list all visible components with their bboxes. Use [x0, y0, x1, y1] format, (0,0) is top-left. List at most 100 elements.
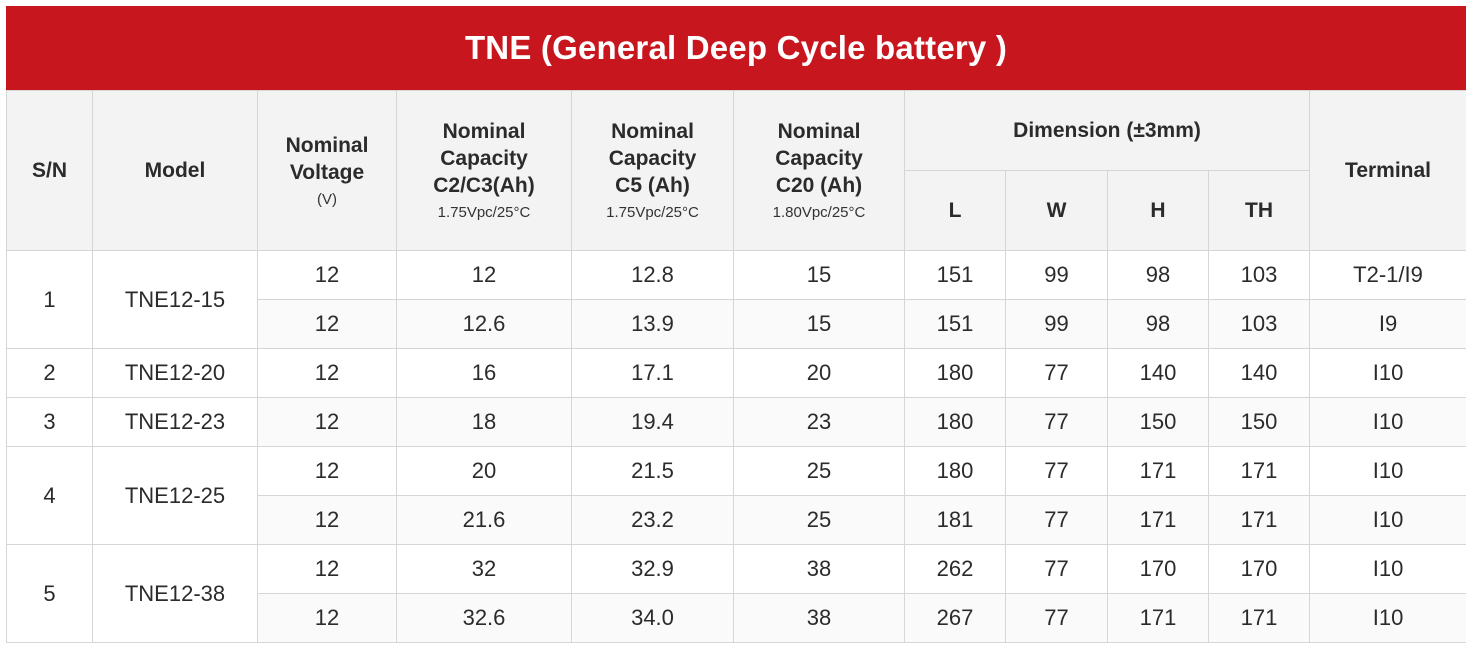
- terminal-cell: I10: [1309, 544, 1466, 594]
- capacity-c5-cell: 19.4: [571, 397, 734, 447]
- width-cell: 77: [1005, 495, 1108, 545]
- length-cell: 151: [904, 250, 1006, 300]
- header-voltage-line1: Nominal: [285, 133, 369, 157]
- battery-spec-table: S/N Model Nominal Voltage (V) Nominal Ca…: [6, 90, 1466, 643]
- header-voltage: Nominal Voltage (V): [257, 90, 397, 251]
- table-row: 12 32.6 34.0 38 267 77 171 171 I10: [7, 593, 1466, 643]
- total-height-cell: 103: [1207, 250, 1311, 300]
- height-cell: 140: [1107, 348, 1209, 398]
- voltage-cell: 12: [257, 495, 397, 545]
- terminal-cell: I10: [1309, 495, 1466, 545]
- width-cell: 77: [1005, 348, 1108, 398]
- capacity-c5-cell: 23.2: [571, 495, 734, 545]
- width-cell: 99: [1005, 250, 1108, 300]
- total-height-cell: 170: [1207, 544, 1311, 594]
- header-total-height: TH: [1207, 170, 1311, 251]
- voltage-cell: 12: [257, 446, 397, 496]
- header-dimension: Dimension (±3mm): [903, 90, 1311, 171]
- capacity-c2c3-cell: 32.6: [396, 593, 572, 643]
- capacity-c20-cell: 15: [733, 299, 905, 349]
- length-cell: 181: [904, 495, 1006, 545]
- voltage-cell: 12: [257, 250, 397, 300]
- capacity-c5-cell: 34.0: [571, 593, 734, 643]
- header-voltage-line2: Voltage: [289, 160, 365, 184]
- header-height: H: [1107, 170, 1209, 251]
- capacity-c5-cell: 32.9: [571, 544, 734, 594]
- capacity-c2c3-cell: 16: [396, 348, 572, 398]
- model-cell: TNE12-20: [92, 348, 258, 398]
- model-cell: TNE12-25: [92, 446, 258, 545]
- capacity-c2c3-cell: 12: [396, 250, 572, 300]
- table-row: 12 12.6 13.9 15 151 99 98 103 I9: [7, 299, 1466, 349]
- height-cell: 150: [1107, 397, 1209, 447]
- header-c2c3-line3: C2/C3(Ah): [433, 174, 535, 197]
- terminal-cell: I10: [1309, 348, 1466, 398]
- table-row: 2 TNE12-20 12 16 17.1 20 180 77 140 140 I10: [6, 348, 1466, 398]
- width-cell: 77: [1005, 544, 1108, 594]
- header-c5-condition: 1.75Vpc/25°C: [606, 204, 699, 221]
- header-c2c3-line2: Capacity: [440, 147, 528, 170]
- capacity-c20-cell: 20: [733, 348, 905, 398]
- capacity-c20-cell: 25: [733, 446, 905, 496]
- terminal-cell: T2-1/I9: [1309, 250, 1466, 300]
- width-cell: 77: [1005, 397, 1108, 447]
- header-c20-line3: C20 (Ah): [775, 174, 863, 197]
- total-height-cell: 171: [1207, 495, 1311, 545]
- header-width: W: [1005, 170, 1108, 251]
- model-cell: TNE12-15: [92, 250, 258, 349]
- voltage-cell: 12: [257, 544, 397, 594]
- height-cell: 171: [1107, 446, 1209, 496]
- header-c2c3-condition: 1.75Vpc/25°C: [437, 204, 531, 221]
- capacity-c2c3-cell: 32: [396, 544, 572, 594]
- length-cell: 262: [904, 544, 1006, 594]
- header-c5-line2: Capacity: [608, 147, 697, 170]
- header-capacity-c20: Nominal Capacity C20 (Ah) 1.80Vpc/25°C: [733, 90, 905, 251]
- capacity-c2c3-cell: 18: [396, 397, 572, 447]
- capacity-c20-cell: 38: [733, 544, 905, 594]
- total-height-cell: 140: [1207, 348, 1311, 398]
- capacity-c5-cell: 21.5: [571, 446, 734, 496]
- table-header: S/N Model Nominal Voltage (V) Nominal Ca…: [6, 90, 1466, 251]
- spec-sheet: TNE (General Deep Cycle battery ) S/N Mo…: [6, 6, 1466, 666]
- length-cell: 180: [904, 348, 1006, 398]
- header-terminal: Terminal: [1309, 90, 1466, 251]
- voltage-cell: 12: [257, 348, 397, 398]
- table-row: 1 TNE12-15 12 12 12.8 15 151 99 98 103 T2-1/I9: [6, 250, 1466, 349]
- voltage-cell: 12: [257, 299, 397, 349]
- total-height-cell: 150: [1207, 397, 1311, 447]
- sn-cell: 4: [6, 446, 93, 545]
- terminal-cell: I10: [1309, 446, 1466, 496]
- header-capacity-c2c3: Nominal Capacity C2/C3(Ah) 1.75Vpc/25°C: [396, 90, 572, 251]
- table-row: 5 TNE12-38 12 32 32.9 38 262 77 170 170 I10: [6, 544, 1466, 643]
- sn-cell: 5: [6, 544, 93, 643]
- table-row: 3 TNE12-23 12 18 19.4 23 180 77 150 150 I10: [6, 397, 1466, 447]
- header-c5-line1: Nominal: [611, 120, 694, 143]
- sn-cell: 2: [6, 348, 93, 398]
- header-c20-line1: Nominal: [777, 120, 861, 143]
- capacity-c5-cell: 17.1: [571, 348, 734, 398]
- header-c20-condition: 1.80Vpc/25°C: [772, 204, 866, 221]
- capacity-c2c3-cell: 12.6: [396, 299, 572, 349]
- header-length: L: [904, 170, 1006, 251]
- header-c2c3-line1: Nominal: [442, 120, 526, 143]
- header-c5-line3: C5 (Ah): [615, 174, 690, 197]
- capacity-c20-cell: 38: [733, 593, 905, 643]
- sn-cell: 3: [6, 397, 93, 447]
- width-cell: 77: [1005, 593, 1108, 643]
- total-height-cell: 171: [1207, 446, 1311, 496]
- header-sn: S/N: [6, 90, 93, 251]
- capacity-c20-cell: 23: [733, 397, 905, 447]
- length-cell: 267: [904, 593, 1006, 643]
- length-cell: 151: [904, 299, 1006, 349]
- height-cell: 170: [1107, 544, 1209, 594]
- table-row: 4 TNE12-25 12 20 21.5 25 180 77 171 171 I10: [6, 446, 1466, 545]
- table-body: 1 TNE12-15 12 12 12.8 15 151 99 98 103 T2-1/I9 12 12…: [6, 250, 1466, 643]
- height-cell: 171: [1107, 593, 1209, 643]
- header-c20-line2: Capacity: [775, 147, 863, 170]
- width-cell: 77: [1005, 446, 1108, 496]
- header-model: Model: [92, 90, 258, 251]
- voltage-cell: 12: [257, 397, 397, 447]
- capacity-c2c3-cell: 21.6: [396, 495, 572, 545]
- capacity-c20-cell: 15: [733, 250, 905, 300]
- terminal-cell: I10: [1309, 593, 1466, 643]
